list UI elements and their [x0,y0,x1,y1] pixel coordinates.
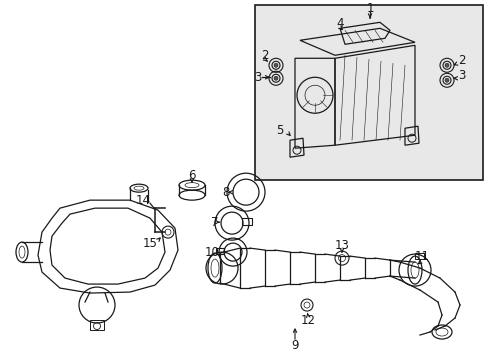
Text: 4: 4 [336,17,343,30]
Text: 15: 15 [142,237,157,249]
Text: 12: 12 [300,314,315,327]
Bar [254,5,482,180]
Text: 11: 11 [414,249,428,262]
Circle shape [444,63,448,67]
Text: 3: 3 [457,69,465,82]
Text: 13: 13 [334,239,349,252]
Text: 2: 2 [457,54,465,67]
Circle shape [273,63,278,67]
Text: 14: 14 [135,194,150,207]
Bar [414,253,423,259]
Bar [242,218,251,225]
Text: 8: 8 [222,186,229,199]
Text: 1: 1 [366,2,373,15]
Text: 9: 9 [291,338,298,351]
Circle shape [273,76,278,80]
Text: 6: 6 [188,169,195,182]
Text: 2: 2 [261,49,268,62]
Text: 7: 7 [211,216,218,229]
Text: 3: 3 [254,71,261,84]
Text: 5: 5 [276,124,283,137]
Text: 10: 10 [204,246,219,258]
Bar [90,320,104,330]
Bar [216,248,224,254]
Circle shape [444,78,448,82]
